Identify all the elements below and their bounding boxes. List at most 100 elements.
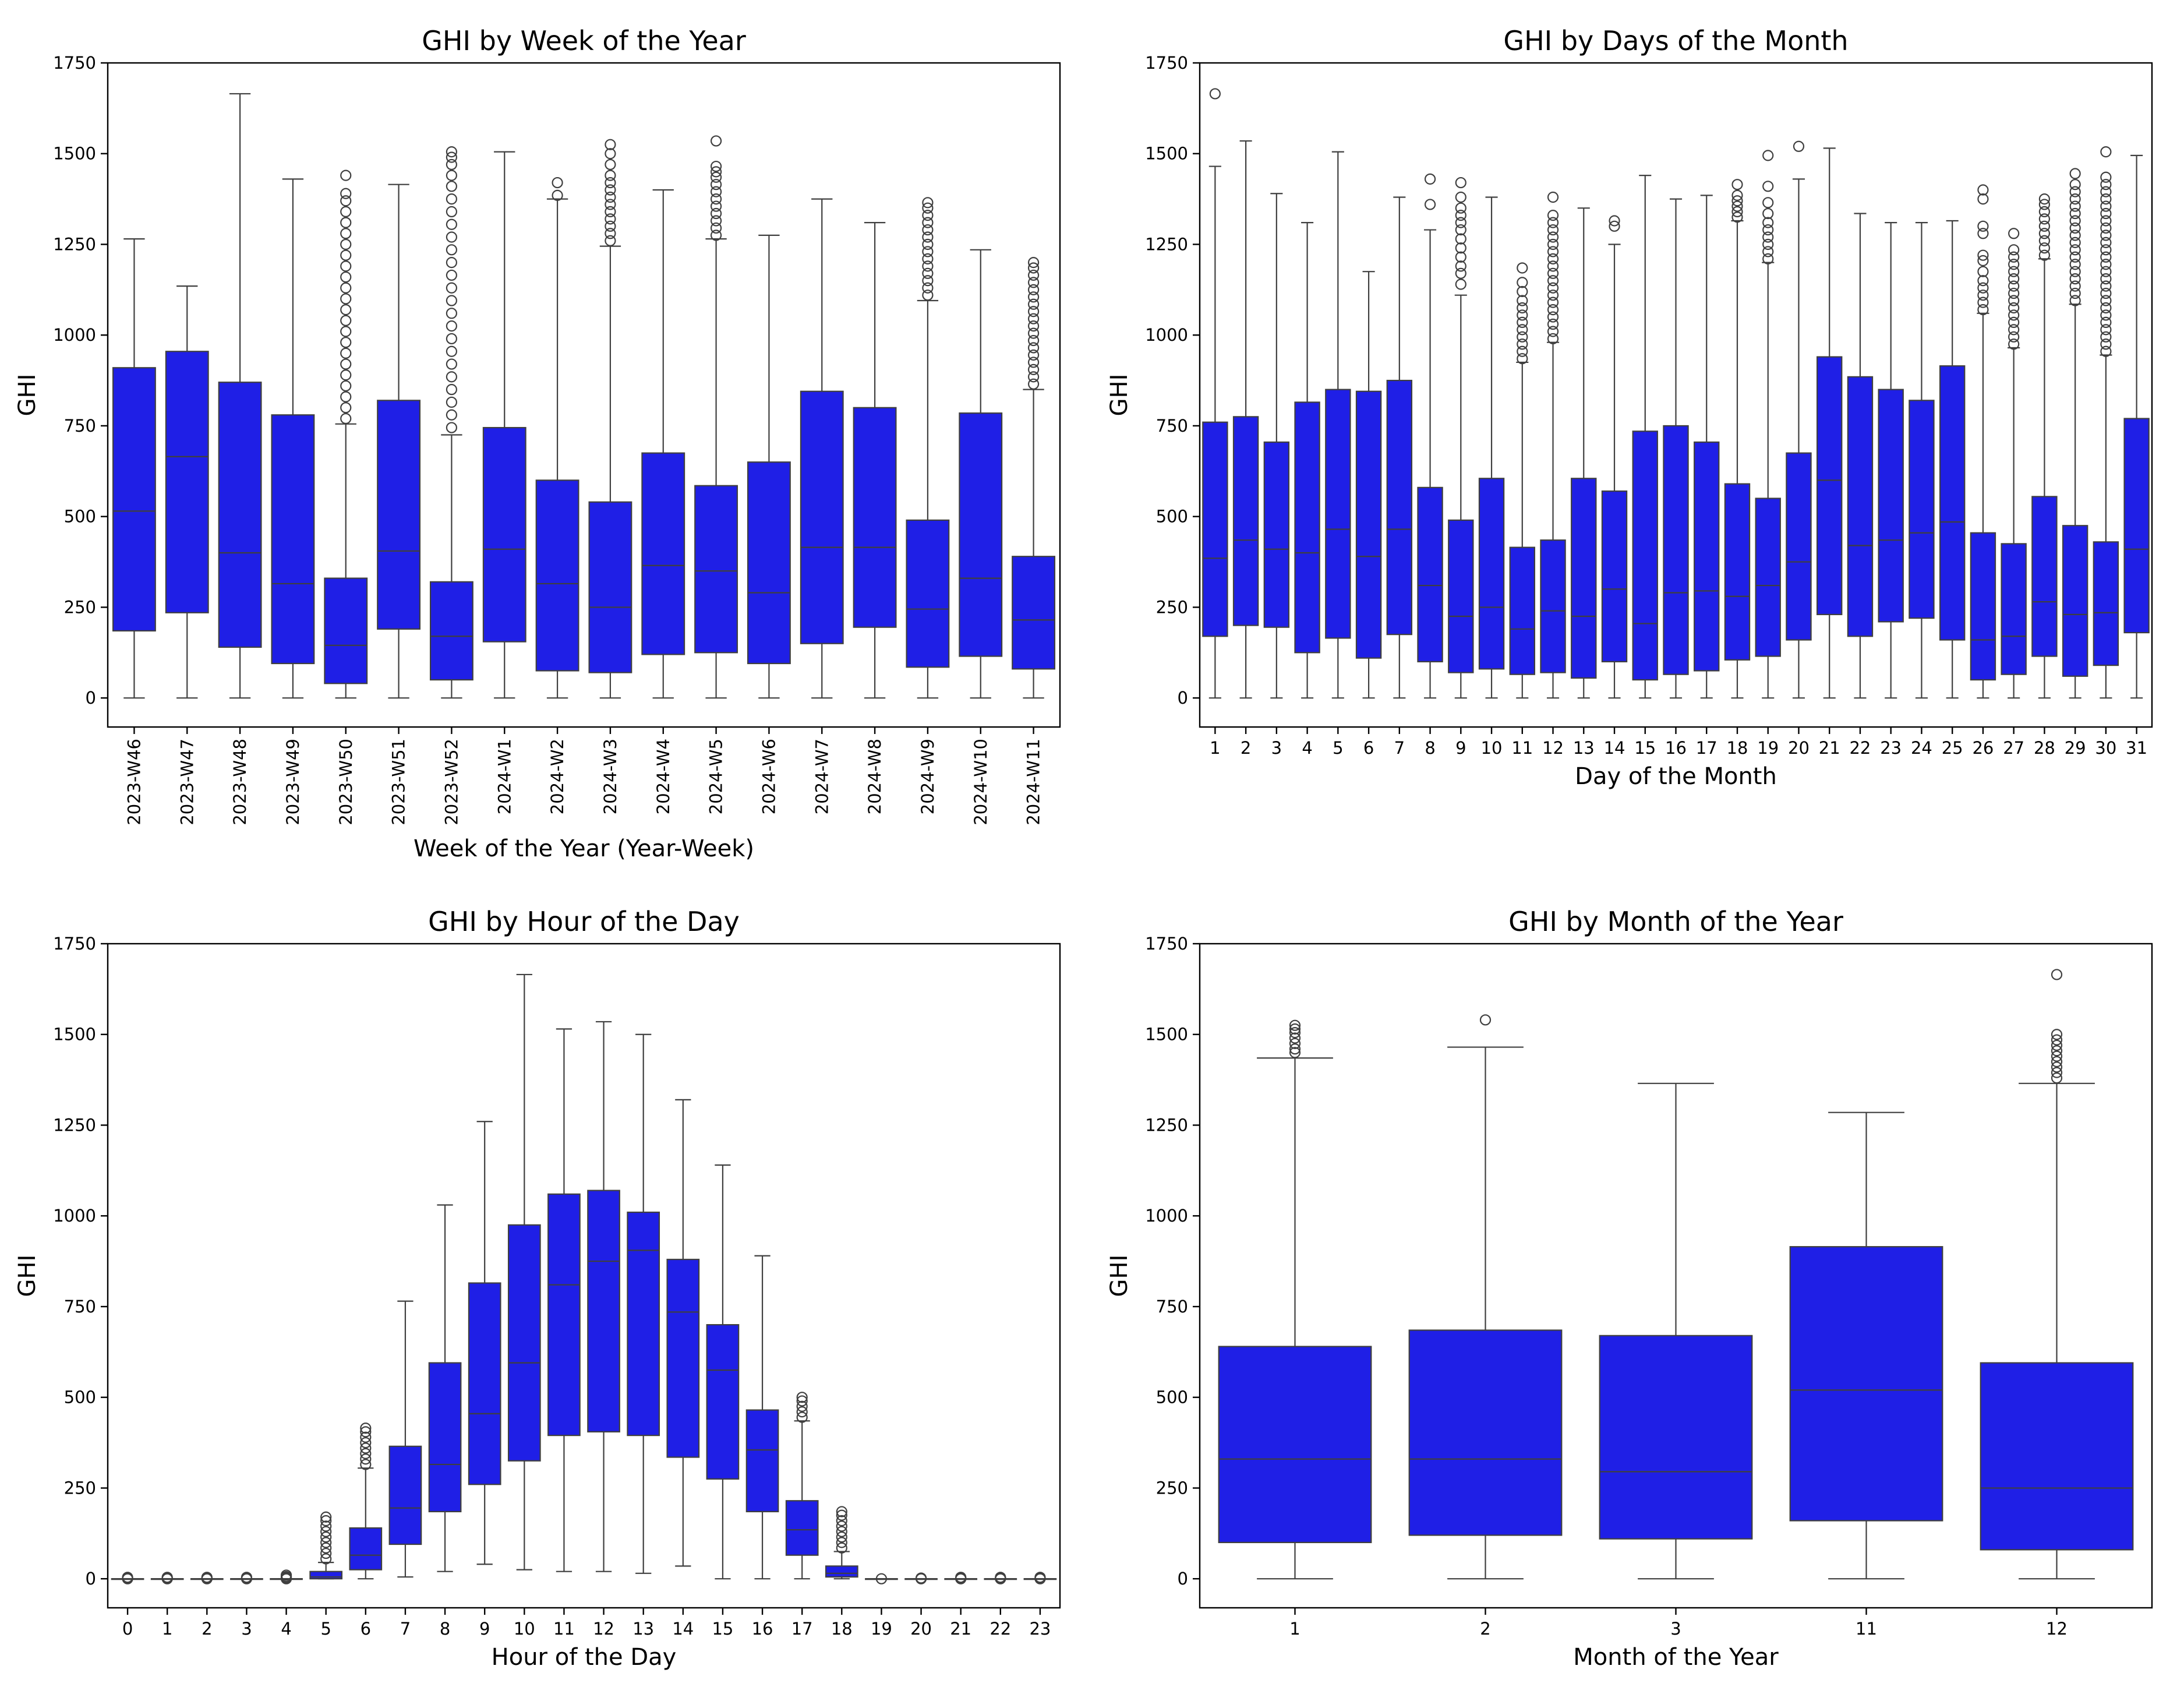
outlier-point	[922, 217, 934, 228]
outlier-point	[1517, 285, 1528, 298]
box-24	[1909, 221, 1935, 699]
outlier-point	[2069, 168, 2081, 179]
outlier-point	[340, 228, 352, 239]
outlier-point	[1547, 210, 1559, 221]
box-22	[984, 1572, 1017, 1584]
outlier-point	[340, 337, 352, 348]
iqr-box	[2031, 496, 2058, 657]
outlier-point	[1517, 316, 1528, 329]
outlier-point	[446, 282, 458, 294]
y-tick-label: 1500	[1145, 144, 1188, 164]
iqr-box	[1448, 519, 1474, 673]
x-tick-label: 5	[320, 1619, 331, 1639]
y-tick-label: 500	[1156, 1388, 1188, 1407]
outlier-point	[1455, 177, 1466, 189]
outlier-point	[922, 260, 934, 272]
iqr-box	[468, 1282, 501, 1485]
outlier-point	[1455, 278, 1466, 290]
iqr-box	[1417, 486, 1443, 662]
box-2024-W6	[747, 234, 791, 699]
outlier-point	[605, 170, 616, 181]
iqr-box	[2062, 525, 2088, 677]
outlier-point	[1547, 224, 1559, 236]
outlier-point	[1762, 246, 1774, 257]
outlier-point	[1517, 353, 1528, 365]
outlier-point	[2051, 1067, 2063, 1078]
outlier-point	[605, 228, 616, 239]
outlier-point	[955, 1572, 967, 1583]
outlier-point	[446, 371, 458, 383]
y-tick-label: 750	[1156, 416, 1188, 436]
x-tick-label: 22	[1849, 738, 1871, 758]
outlier-point	[2100, 193, 2112, 205]
outlier-point	[922, 267, 934, 279]
outlier-point	[2038, 213, 2051, 225]
x-tick-label: 12	[2046, 1619, 2068, 1639]
outlier-point	[1762, 181, 1774, 192]
outlier-point	[605, 158, 616, 171]
iqr-box	[1786, 452, 1812, 641]
outlier-point	[320, 1537, 332, 1548]
x-tick-label: 2024-W4	[653, 739, 673, 814]
box-1	[150, 1572, 184, 1584]
box-7	[388, 1300, 422, 1578]
box-20	[904, 1572, 938, 1584]
y-axis-label: GHI	[14, 374, 41, 417]
iqr-box	[112, 367, 156, 632]
box-17	[1694, 195, 1720, 699]
outlier-point	[922, 202, 934, 214]
outlier-point	[1517, 262, 1528, 274]
outlier-point	[1034, 1572, 1046, 1583]
outlier-point	[605, 184, 616, 196]
iqr-box	[507, 1224, 541, 1462]
box-18	[1724, 179, 1751, 699]
outlier-point	[446, 333, 458, 345]
outlier-point	[710, 166, 722, 178]
outlier-point	[2069, 251, 2081, 263]
outlier-point	[1547, 275, 1559, 287]
outlier-point	[1455, 202, 1466, 214]
iqr-box	[1294, 401, 1320, 654]
outlier-point	[2100, 222, 2112, 234]
outlier-point	[605, 235, 616, 246]
outlier-point	[446, 409, 458, 421]
outlier-point	[2069, 237, 2081, 248]
x-tick-label: 12	[593, 1619, 614, 1639]
x-tick-label: 3	[1271, 738, 1282, 758]
outlier-point	[1517, 302, 1528, 314]
outlier-point	[710, 135, 722, 147]
x-tick-label: 19	[1757, 738, 1779, 758]
x-tick-label: 26	[1972, 738, 1994, 758]
day-of-month-chart: GHI by Days of the Month Day of the Mont…	[1106, 25, 2153, 790]
box-8	[428, 1204, 462, 1572]
x-tick-label: 21	[1819, 738, 1840, 758]
outlier-point	[241, 1572, 253, 1583]
outlier-point	[446, 218, 458, 230]
outlier-point	[1289, 1027, 1301, 1039]
outlier-point	[2051, 969, 2063, 980]
box-0	[111, 1572, 144, 1584]
outlier-point	[1027, 334, 1040, 347]
outlier-point	[710, 230, 722, 241]
outlier-point	[2038, 199, 2051, 210]
outlier-point	[1289, 1037, 1301, 1049]
outlier-point	[1762, 238, 1774, 250]
iqr-box	[1909, 400, 1935, 619]
x-axis-label: Hour of the Day	[492, 1644, 677, 1671]
y-tick-label: 500	[64, 1388, 96, 1407]
box-18	[825, 1506, 858, 1580]
iqr-box	[547, 1193, 581, 1437]
outlier-point	[1762, 150, 1774, 161]
outlier-point	[1027, 291, 1040, 303]
box-15	[706, 1164, 740, 1580]
outlier-point	[1977, 304, 1989, 316]
outlier-point	[2069, 186, 2081, 197]
box-16	[1663, 198, 1689, 699]
x-tick-label: 2023-W51	[389, 739, 409, 825]
iqr-box	[482, 426, 526, 643]
outlier-point	[1455, 267, 1466, 279]
outlier-point	[922, 246, 934, 257]
y-tick-label: 1750	[53, 934, 96, 954]
box-21	[944, 1572, 978, 1584]
